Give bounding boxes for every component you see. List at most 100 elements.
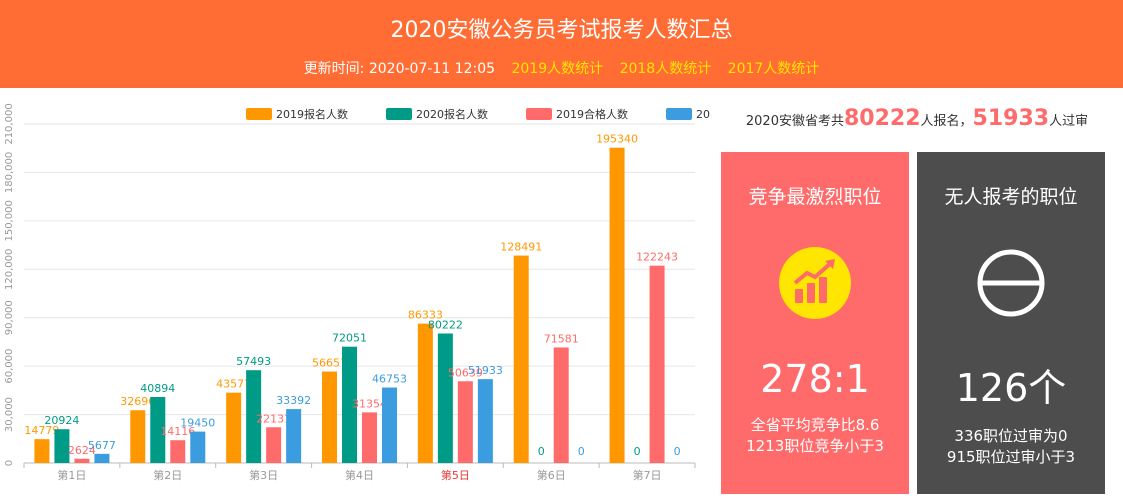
empty-position-count: 126个	[955, 366, 1067, 410]
legend-label: 2019合格人数	[556, 107, 628, 121]
data-label: 19450	[180, 417, 215, 430]
x-tick-label: 第2日	[153, 468, 182, 482]
data-label: 33392	[276, 394, 311, 407]
data-label: 22131	[256, 412, 291, 425]
data-label: 86333	[408, 309, 443, 322]
legend-label: 2020合格人数	[696, 107, 710, 121]
data-label: 31354	[352, 397, 387, 410]
empty-set-icon	[973, 245, 1049, 321]
data-label: 71581	[544, 332, 579, 345]
data-label: 0	[674, 445, 681, 458]
page-header: 2020安徽公务员考试报考人数汇总 更新时间: 2020-07-11 12:05…	[0, 0, 1123, 88]
data-label: 80222	[428, 318, 463, 331]
average-ratio-text: 全省平均竞争比8.6	[750, 416, 880, 434]
bar	[382, 387, 397, 463]
data-label: 122243	[636, 251, 678, 264]
bar	[266, 427, 282, 463]
bar	[649, 265, 665, 463]
legend-swatch	[386, 108, 412, 120]
competitive-position-card[interactable]: 竞争最激烈职位 278:1 全省平均竞争比8.6 1213职位竞争小于3	[721, 152, 909, 494]
data-label: 40894	[140, 382, 175, 395]
card-title: 无人报考的职位	[944, 186, 1078, 208]
bar	[94, 453, 110, 463]
data-label: 46753	[372, 373, 407, 386]
data-label: 14779	[24, 424, 59, 437]
bar	[190, 431, 206, 463]
legend-swatch	[666, 108, 692, 120]
link-2018-stats[interactable]: 2018人数统计	[619, 61, 712, 77]
data-label: 43577	[216, 378, 251, 391]
data-label: 2624	[68, 444, 96, 457]
y-tick-label: 90,000	[4, 300, 15, 335]
x-tick-label: 第5日	[441, 468, 470, 482]
data-label: 5677	[88, 439, 116, 452]
y-tick-label: 0	[4, 460, 15, 466]
y-tick-label: 30,000	[4, 397, 15, 432]
y-tick-label: 180,000	[4, 152, 15, 193]
data-label: 195340	[596, 133, 638, 146]
bar	[477, 379, 493, 463]
bar	[437, 333, 453, 463]
bar	[170, 440, 186, 463]
data-label: 20924	[44, 414, 79, 427]
legend-swatch	[246, 108, 272, 120]
bar	[54, 429, 70, 463]
bar	[150, 396, 166, 463]
low-competition-text: 1213职位竞争小于3	[746, 437, 884, 455]
summary-line: 2020安徽省考共80222人报名，51933人过审	[745, 106, 1089, 131]
bar	[457, 381, 473, 463]
bar	[246, 370, 262, 463]
header-subline: 更新时间: 2020-07-11 12:05 2019人数统计 2018人数统计…	[0, 58, 1123, 78]
data-label: 0	[634, 445, 641, 458]
link-2017-stats[interactable]: 2017人数统计	[727, 61, 820, 77]
bar	[417, 323, 433, 463]
total-applicants: 80222	[843, 106, 921, 131]
data-label: 32696	[120, 395, 155, 408]
legend-label: 2020报名人数	[416, 107, 488, 121]
data-label: 0	[538, 445, 545, 458]
data-label: 51933	[468, 364, 503, 377]
data-label: 72051	[332, 332, 367, 345]
bar-chart: 0 30,000 60,000 90,000 120,000 150,000 180,000…	[0, 96, 768, 496]
update-time: 2020-07-11 12:05	[368, 61, 496, 77]
x-tick-label: 第4日	[345, 468, 374, 482]
top-competition-ratio: 278:1	[760, 357, 870, 401]
trending-chart-icon	[777, 245, 853, 321]
y-tick-label: 60,000	[4, 349, 15, 384]
x-tick-label: 第6日	[537, 468, 566, 482]
bar	[226, 392, 242, 463]
bar	[553, 347, 569, 463]
bar	[130, 410, 146, 463]
y-tick-label: 120,000	[4, 249, 15, 290]
bar	[609, 147, 625, 463]
total-passed: 51933	[972, 106, 1050, 131]
bar	[34, 439, 50, 463]
bar-chart-svg: 0 30,000 60,000 90,000 120,000 150,000 180,000…	[4, 103, 768, 482]
legend-label: 2019报名人数	[276, 107, 348, 121]
link-2019-stats[interactable]: 2019人数统计	[511, 61, 604, 77]
legend-swatch	[526, 108, 552, 120]
data-label: 50639	[448, 366, 483, 379]
card-title: 竞争最激烈职位	[748, 186, 882, 208]
x-tick-label: 第7日	[633, 468, 662, 482]
zero-pass-text: 336职位过审为0	[954, 427, 1068, 445]
bar	[342, 346, 357, 463]
data-label: 56657	[312, 357, 347, 370]
bar	[322, 371, 337, 463]
bar	[286, 409, 302, 463]
page-title: 2020安徽公务员考试报考人数汇总	[390, 18, 733, 43]
data-label: 14116	[160, 425, 195, 438]
x-tick-label: 第3日	[249, 468, 278, 482]
bar	[74, 458, 90, 463]
bar	[362, 412, 377, 463]
bar	[513, 255, 529, 463]
low-pass-text: 915职位过审小于3	[946, 448, 1076, 466]
x-tick-label: 第1日	[57, 468, 86, 482]
y-tick-label: 210,000	[4, 103, 15, 144]
data-label: 128491	[500, 241, 542, 254]
data-label: 57493	[236, 355, 271, 368]
y-tick-label: 150,000	[4, 200, 15, 241]
data-label: 0	[578, 445, 585, 458]
no-applicant-position-card[interactable]: 无人报考的职位 126个 336职位过审为0 915职位过审小于3	[917, 152, 1105, 494]
update-label: 更新时间: 2020-07-11 12:05	[303, 61, 496, 77]
